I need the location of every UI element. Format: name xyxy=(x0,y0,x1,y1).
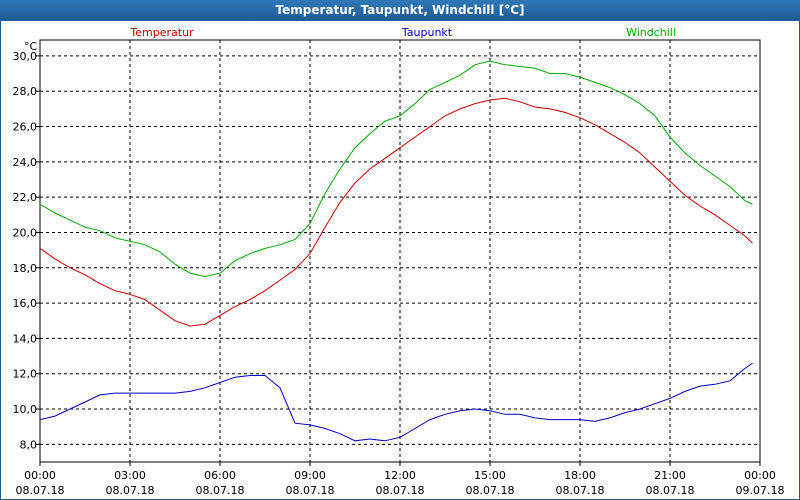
x-tick-date: 08.07.18 xyxy=(286,484,335,497)
series-line-temperatur xyxy=(39,97,753,327)
y-axis: 8,0 10,0 12,0 14,0 16,0 18,0 20,0 22,0 24,0 26,0 2… xyxy=(13,50,40,451)
window-title: Temperatur, Taupunkt, Windchill [°C] xyxy=(0,0,800,21)
series-line-taupunkt xyxy=(39,362,753,442)
y-tick-label: 14,0 xyxy=(13,332,38,345)
x-axis: 00:00 08.07.18 03:00 08.07.18 06:00 08.07.18 0… xyxy=(16,462,785,497)
legend-temperatur: Temperatur xyxy=(129,26,194,39)
x-tick-time: 15:00 xyxy=(474,469,506,482)
y-tick-label: 28,0 xyxy=(13,85,38,98)
y-tick-label: 26,0 xyxy=(13,121,38,134)
x-tick-time: 21:00 xyxy=(654,469,686,482)
x-tick-date: 08.07.18 xyxy=(16,484,65,497)
x-tick-time: 03:00 xyxy=(114,469,146,482)
y-tick-label: 20,0 xyxy=(13,226,38,239)
legend: Temperatur Taupunkt Windchill xyxy=(129,26,676,39)
x-tick-time: 09:00 xyxy=(294,469,326,482)
y-tick-label: 24,0 xyxy=(13,156,38,169)
x-tick-date: 09.07.18 xyxy=(736,484,785,497)
x-tick-time: 00:00 xyxy=(744,469,776,482)
x-tick-date: 08.07.18 xyxy=(646,484,695,497)
x-tick-date: 08.07.18 xyxy=(556,484,605,497)
x-tick-time: 18:00 xyxy=(564,469,596,482)
legend-taupunkt: Taupunkt xyxy=(401,26,453,39)
x-tick-time: 06:00 xyxy=(204,469,236,482)
x-tick-time: 12:00 xyxy=(384,469,416,482)
series-line-windchill xyxy=(39,60,753,278)
x-tick-date: 08.07.18 xyxy=(196,484,245,497)
y-axis-label: °C xyxy=(24,40,38,53)
y-tick-label: 18,0 xyxy=(13,262,38,275)
y-tick-label: 10,0 xyxy=(13,403,38,416)
x-tick-date: 08.07.18 xyxy=(106,484,155,497)
y-tick-label: 16,0 xyxy=(13,297,38,310)
x-tick-time: 00:00 xyxy=(24,469,56,482)
x-tick-date: 08.07.18 xyxy=(466,484,515,497)
series-lines xyxy=(39,60,753,442)
y-tick-label: 12,0 xyxy=(13,368,38,381)
y-tick-label: 8,0 xyxy=(20,438,38,451)
legend-windchill: Windchill xyxy=(626,26,676,39)
grid xyxy=(40,40,760,462)
y-tick-label: 30,0 xyxy=(13,50,38,63)
y-tick-label: 22,0 xyxy=(13,191,38,204)
x-tick-date: 08.07.18 xyxy=(376,484,425,497)
